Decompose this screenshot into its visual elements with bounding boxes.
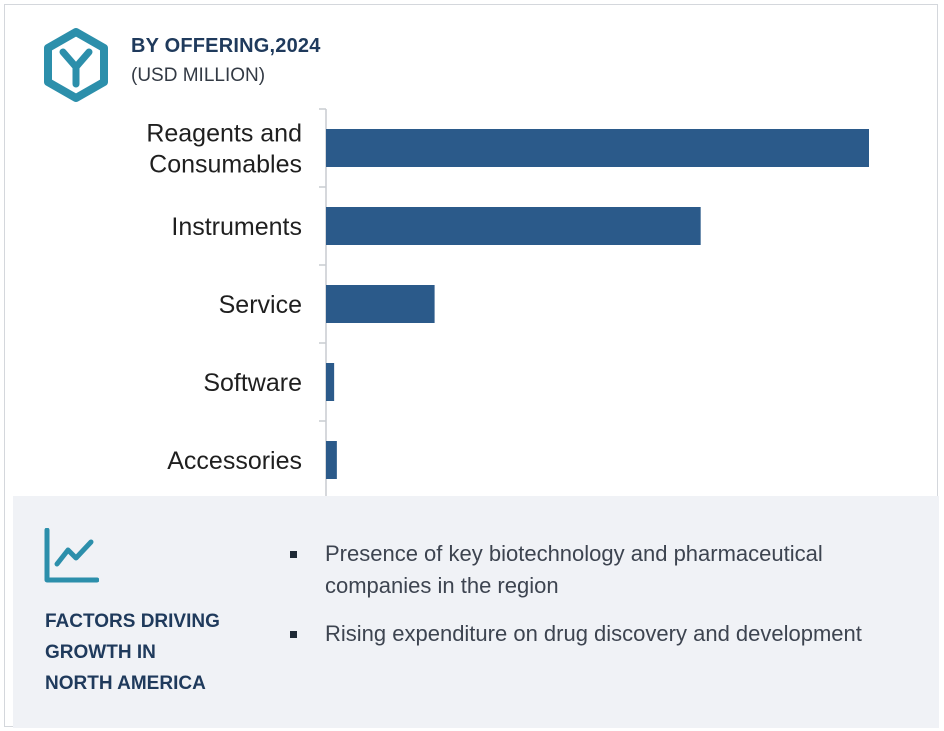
bullet-text: Presence of key biotechnology and pharma…: [325, 541, 823, 598]
bullet-text: Rising expenditure on drug discovery and…: [325, 621, 862, 646]
category-label: Instruments: [171, 213, 302, 241]
factors-title-line: NORTH AMERICA: [45, 673, 206, 694]
factors-list: Presence of key biotechnology and pharma…: [288, 538, 898, 666]
trend-line-icon: [44, 528, 99, 583]
bar: [326, 285, 435, 323]
category-label: Service: [219, 291, 302, 319]
list-item: Presence of key biotechnology and pharma…: [288, 538, 898, 602]
bullet-icon: [290, 551, 297, 558]
category-label-line: Service: [219, 291, 302, 319]
bar-chart: Reagents and Consumables Instruments Servic…: [146, 108, 869, 500]
factors-panel: FACTORS DRIVING GROWTH IN NORTH AMERICA …: [13, 496, 939, 728]
category-label: Reagents and Consumables: [146, 120, 302, 179]
bullet-icon: [290, 631, 297, 638]
offering-card: BY OFFERING,2024 (USD MILLION) Reagents …: [4, 4, 939, 728]
bar: [326, 363, 335, 401]
factors-title-line: FACTORS DRIVING: [45, 611, 220, 632]
hexagon-y-icon: [44, 28, 108, 102]
chart-subtitle: (USD MILLION): [131, 65, 266, 86]
category-label: Software: [203, 369, 302, 397]
category-label-line: Consumables: [149, 151, 302, 179]
chart-title: BY OFFERING,2024: [131, 35, 321, 57]
category-label: Accessories: [167, 447, 302, 475]
category-label-line: Software: [203, 369, 302, 397]
bar: [326, 441, 337, 479]
category-label-line: Accessories: [167, 447, 302, 475]
factors-title-line: GROWTH IN: [45, 642, 156, 663]
list-item: Rising expenditure on drug discovery and…: [288, 618, 898, 650]
category-label-line: Instruments: [171, 213, 302, 241]
bar: [326, 129, 869, 167]
bar: [326, 207, 701, 245]
category-label-line: Reagents and: [146, 120, 302, 148]
factors-title: FACTORS DRIVING GROWTH IN NORTH AMERICA: [45, 606, 265, 699]
